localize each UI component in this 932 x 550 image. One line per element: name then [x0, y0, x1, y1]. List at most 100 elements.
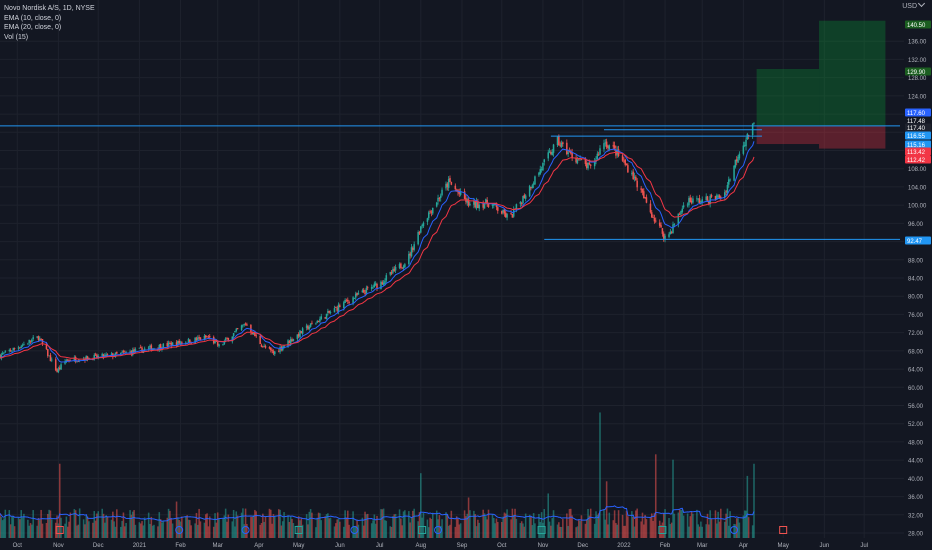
volume-bar	[102, 513, 105, 538]
candle-body	[454, 185, 457, 190]
candle-body	[133, 349, 135, 352]
candle-body	[317, 320, 320, 323]
volume-bar	[130, 514, 133, 538]
candle-body	[689, 197, 692, 203]
candle-body	[404, 264, 406, 268]
time-tick-label: Mar	[697, 543, 707, 549]
candle-body	[686, 204, 689, 206]
candle-body	[274, 351, 276, 355]
volume-bar	[122, 512, 125, 538]
candle-body	[661, 228, 664, 234]
volume-bar	[571, 515, 573, 538]
candle-body	[254, 332, 256, 337]
candle-body	[364, 292, 366, 294]
volume-bar	[231, 521, 234, 538]
time-tick-label: Jun	[820, 543, 830, 549]
candle-body	[426, 218, 429, 222]
candle-body	[696, 198, 698, 200]
price-label-badge	[905, 20, 931, 29]
volume-bar	[382, 508, 385, 538]
volume-bar	[49, 510, 52, 538]
candle-body	[497, 207, 499, 211]
candle-body	[101, 353, 103, 357]
currency-selector[interactable]: USD	[902, 0, 926, 10]
candle-body	[519, 201, 522, 204]
earnings-marker	[55, 526, 64, 534]
candle-body	[652, 217, 654, 218]
candle-body	[305, 325, 308, 328]
candle-body	[660, 225, 662, 228]
candle-body	[203, 335, 206, 340]
volume-bar	[421, 517, 423, 538]
candle-body	[392, 269, 394, 273]
volume-bar	[125, 522, 127, 538]
candle-body	[459, 191, 462, 195]
volume-bar	[596, 514, 599, 538]
volume-bar	[124, 526, 126, 538]
volume-bar	[1, 520, 4, 538]
candle-body	[567, 152, 569, 154]
volume-bar	[742, 515, 745, 538]
volume-bar	[235, 511, 238, 538]
candle-body	[307, 325, 309, 330]
candle-body	[599, 148, 601, 155]
volume-bar	[271, 523, 273, 538]
earnings-marker	[779, 526, 788, 534]
price-tick-label: 80.00	[908, 295, 924, 301]
candle-body	[670, 232, 673, 233]
candle-body	[575, 158, 577, 163]
volume-bar	[696, 509, 698, 538]
candle-body	[524, 195, 527, 199]
volume-bar	[179, 521, 182, 538]
candle-body	[467, 199, 470, 206]
candle-body	[85, 355, 88, 361]
volume-bar	[240, 512, 243, 538]
volume-bar	[21, 517, 24, 538]
volume-bar	[548, 521, 551, 538]
candle-body	[17, 347, 20, 349]
candle-body	[588, 162, 591, 165]
candle-body	[510, 213, 512, 214]
volume-bar	[19, 519, 21, 538]
volume-bar	[364, 511, 366, 538]
candle-body	[474, 201, 476, 208]
volume-bar	[494, 523, 496, 538]
volume-bar	[718, 521, 721, 538]
volume-bar	[506, 509, 508, 538]
candle-body	[185, 342, 187, 344]
volume-bar	[57, 523, 60, 538]
candle-body	[700, 201, 702, 203]
volume-bar	[348, 524, 350, 538]
volume-bar	[177, 518, 179, 538]
volume-bar	[673, 513, 676, 538]
candle-body	[669, 231, 672, 235]
volume-bar	[633, 526, 636, 538]
candle-body	[328, 310, 330, 313]
candle-body	[705, 196, 707, 201]
volume-bar	[277, 509, 280, 538]
candle-body	[235, 328, 238, 332]
volume-bar	[29, 523, 32, 538]
volume-bar	[420, 473, 422, 538]
candle-body	[374, 283, 377, 285]
candle-body	[539, 169, 542, 174]
volume-bar	[612, 520, 615, 538]
candle-body	[633, 176, 636, 179]
volume-bar	[121, 520, 123, 538]
volume-bar	[139, 523, 142, 538]
candle-body	[439, 195, 442, 198]
candle-body	[171, 342, 174, 346]
price-tick-label: 124.00	[908, 94, 927, 100]
candle-body	[166, 343, 169, 347]
volume-bar	[270, 509, 272, 538]
volume-bar	[734, 524, 737, 538]
candle-body	[19, 347, 21, 349]
volume-bar	[171, 523, 174, 538]
candle-body	[413, 244, 415, 250]
volume-bar	[566, 513, 568, 538]
candle-body	[116, 351, 118, 354]
volume-bar	[27, 519, 29, 538]
candle-body	[658, 222, 661, 226]
volume-bar	[621, 514, 624, 538]
